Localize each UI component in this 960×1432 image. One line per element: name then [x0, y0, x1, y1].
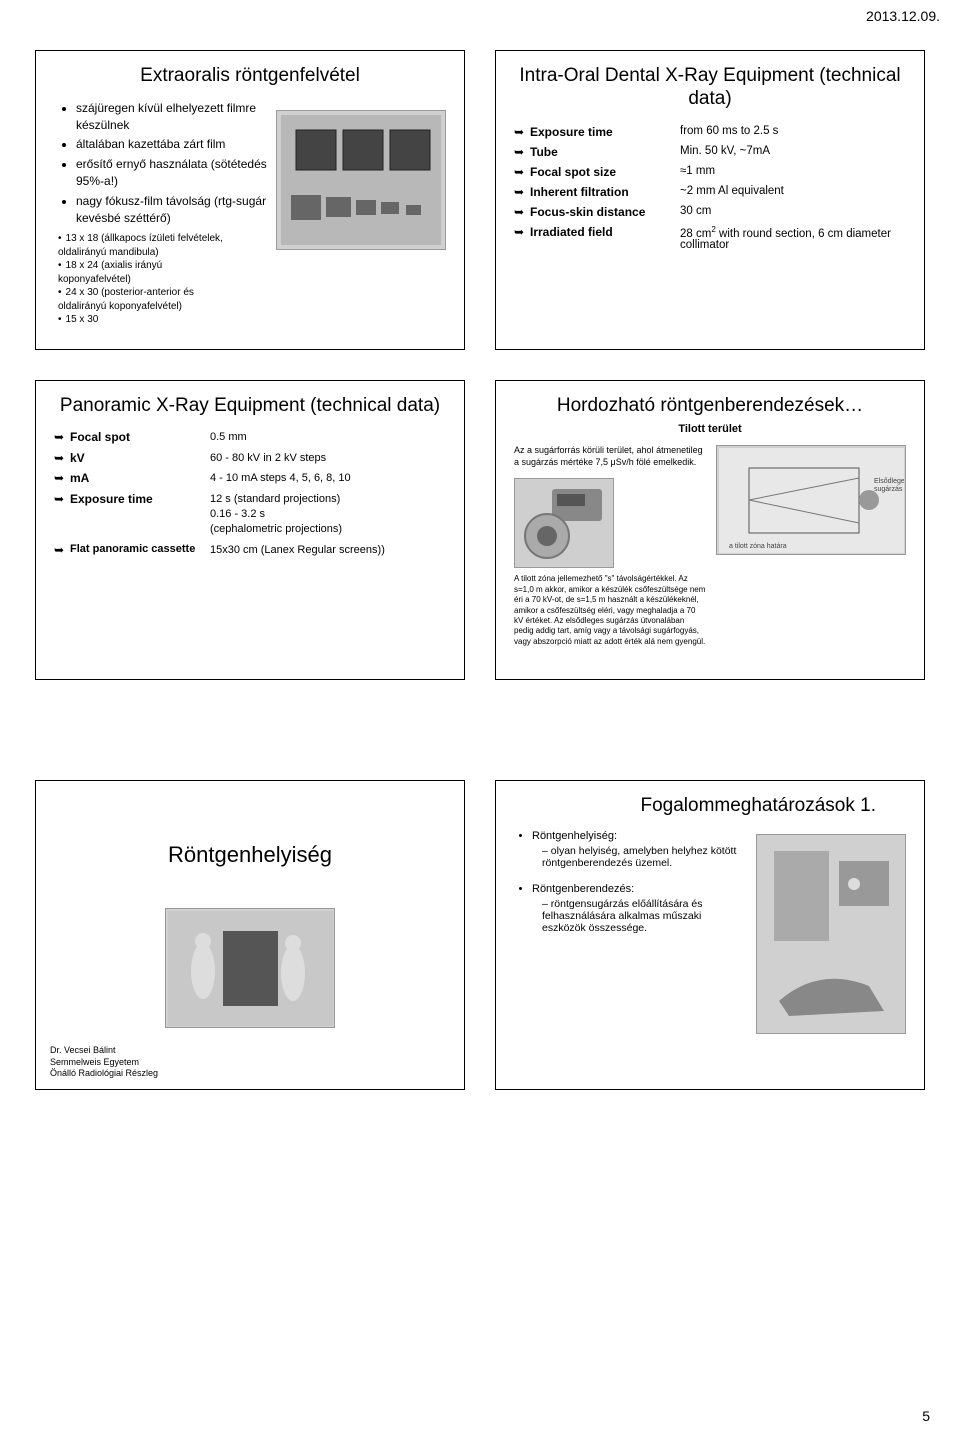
slide6-bullets: Röntgenhelyiség: olyan helyiség, amelybe…: [514, 830, 744, 934]
slide2-title: Intra-Oral Dental X-Ray Equipment (techn…: [514, 65, 906, 111]
slide3-title: Panoramic X-Ray Equipment (technical dat…: [54, 395, 446, 418]
slide1-sublist: 13 x 18 (állkapocs ízületi felvételek, o…: [54, 232, 234, 327]
slide5-credit: Dr. Vecsei BálintSemmelweis EgyetemÖnáll…: [50, 1045, 158, 1079]
slide1-s1: 18 x 24 (axialis irányú koponyafelvétel): [58, 259, 234, 286]
svg-text:sugárzás: sugárzás: [874, 486, 903, 493]
slide-fogalom: Fogalommeghatározások 1. Röntgenhelyiség…: [495, 780, 925, 1090]
slide2-l2: Focal spot size: [530, 165, 680, 179]
slide2-l1: Tube: [530, 145, 680, 159]
arrow-icon: ➥: [514, 225, 530, 239]
slide3-l3: Exposure time: [70, 492, 210, 506]
slide2-row3: ➥ Inherent filtration ~2 mm Al equivalen…: [514, 185, 906, 199]
slide4-text2: A tilott zóna jellemezhető "s" távolságé…: [514, 574, 706, 647]
arrow-icon: ➥: [514, 125, 530, 139]
arrow-icon: ➥: [514, 185, 530, 199]
slide1-b1: általában kazettába zárt film: [76, 136, 268, 153]
slide4-subtitle: Tilott terület: [514, 423, 906, 435]
slide2-row0: ➥ Exposure time from 60 ms to 2.5 s: [514, 125, 906, 139]
slide3-l2: mA: [70, 471, 210, 485]
arrow-icon: ➥: [54, 451, 70, 465]
slide2-v3: ~2 mm Al equivalent: [680, 185, 906, 197]
arrow-icon: ➥: [54, 471, 70, 485]
slide2-row4: ➥ Focus-skin distance 30 cm: [514, 205, 906, 219]
slide2-v0: from 60 ms to 2.5 s: [680, 125, 906, 137]
slide1-bullets: szájüregen kívül elhelyezett filmre kész…: [54, 100, 268, 227]
slide6-title: Fogalommeghatározások 1.: [514, 795, 906, 818]
slide3-v2: 4 - 10 mA steps 4, 5, 6, 8, 10: [210, 471, 446, 486]
slide2-v4: 30 cm: [680, 205, 906, 217]
slide5-title: Röntgenhelyiség: [168, 842, 332, 868]
slide-extraoralis: Extraoralis röntgenfelvétel szájüregen k…: [35, 50, 465, 350]
slide1-b3: nagy fókusz-film távolság (rtg-sugár kev…: [76, 193, 268, 227]
slide6-item1: Röntgenhelyiség: olyan helyiség, amelybe…: [532, 830, 744, 869]
slide1-s3: 15 x 30: [58, 313, 234, 327]
slide6-i1-sub: olyan helyiség, amelyben helyhez kötött …: [542, 845, 744, 869]
slide4-diagram: Elsődleges sugárzás a tilott zóna határa: [716, 445, 906, 555]
slide3-v4: 15x30 cm (Lanex Regular screens)): [210, 543, 446, 558]
slide1-s2: 24 x 30 (posterior-anterior és oldalirán…: [58, 286, 234, 313]
slide2-v5: 28 cm2 with round section, 6 cm diameter…: [680, 225, 906, 252]
slide6-image: [756, 834, 906, 1034]
slide1-s0: 13 x 18 (állkapocs ízületi felvételek, o…: [58, 232, 234, 259]
slide4-text1: Az a sugárforrás körüli terület, ahol át…: [514, 445, 706, 468]
arrow-icon: ➥: [54, 543, 70, 557]
slide4-title: Hordozható röntgenberendezések…: [514, 395, 906, 417]
slide3-r4: ➥ Flat panoramic cassette 15x30 cm (Lane…: [54, 543, 446, 558]
slides-grid: Extraoralis röntgenfelvétel szájüregen k…: [35, 50, 925, 1090]
slide3-v0: 0.5 mm: [210, 430, 446, 445]
slide6-i2-sub: röntgensugárzás előállítására és felhasz…: [542, 898, 744, 934]
arrow-icon: ➥: [514, 165, 530, 179]
slide-rontgenhelyiseg: Röntgenhelyiség Dr. Vecsei BálintSemmelw…: [35, 780, 465, 1090]
slide2-l5: Irradiated field: [530, 225, 680, 239]
slide1-b2: erősítő ernyő használata (sötétedés 95%-…: [76, 156, 268, 190]
slide3-l1: kV: [70, 451, 210, 465]
slide-intraoral: Intra-Oral Dental X-Ray Equipment (techn…: [495, 50, 925, 350]
slide3-r0: ➥ Focal spot 0.5 mm: [54, 430, 446, 445]
slide2-l0: Exposure time: [530, 125, 680, 139]
slide4-device-image: [514, 478, 614, 568]
slide1-image: [276, 110, 446, 250]
arrow-icon: ➥: [514, 145, 530, 159]
slide3-r1: ➥ kV 60 - 80 kV in 2 kV steps: [54, 451, 446, 466]
page-date: 2013.12.09.: [866, 8, 940, 24]
slide2-l3: Inherent filtration: [530, 185, 680, 199]
slide2-l4: Focus-skin distance: [530, 205, 680, 219]
slide2-row1: ➥ Tube Min. 50 kV, ~7mA: [514, 145, 906, 159]
slide5-image: [165, 908, 335, 1028]
slide3-l0: Focal spot: [70, 430, 210, 444]
slide3-v1: 60 - 80 kV in 2 kV steps: [210, 451, 446, 466]
slide6-i1-label: Röntgenhelyiség:: [532, 830, 617, 842]
slide3-l4: Flat panoramic cassette: [70, 543, 210, 555]
arrow-icon: ➥: [54, 492, 70, 506]
slide3-r2: ➥ mA 4 - 10 mA steps 4, 5, 6, 8, 10: [54, 471, 446, 486]
slide3-r3: ➥ Exposure time 12 s (standard projectio…: [54, 492, 446, 537]
slide2-v2: ≈1 mm: [680, 165, 906, 177]
slide1-title: Extraoralis röntgenfelvétel: [54, 65, 446, 88]
arrow-icon: ➥: [514, 205, 530, 219]
svg-text:a tilott zóna határa: a tilott zóna határa: [729, 543, 787, 550]
svg-text:Elsődleges: Elsődleges: [874, 478, 904, 485]
page-number: 5: [922, 1408, 930, 1424]
slide2-row2: ➥ Focal spot size ≈1 mm: [514, 165, 906, 179]
slide2-row5: ➥ Irradiated field 28 cm2 with round sec…: [514, 225, 906, 252]
slide1-b0: szájüregen kívül elhelyezett filmre kész…: [76, 100, 268, 134]
slide-panoramic: Panoramic X-Ray Equipment (technical dat…: [35, 380, 465, 680]
slide2-v1: Min. 50 kV, ~7mA: [680, 145, 906, 157]
arrow-icon: ➥: [54, 430, 70, 444]
slide-hordozhato: Hordozható röntgenberendezések… Tilott t…: [495, 380, 925, 680]
slide6-item2: Röntgenberendezés: röntgensugárzás előál…: [532, 883, 744, 934]
slide3-v3: 12 s (standard projections)0.16 - 3.2 s(…: [210, 492, 446, 537]
slide6-i2-label: Röntgenberendezés:: [532, 883, 634, 895]
